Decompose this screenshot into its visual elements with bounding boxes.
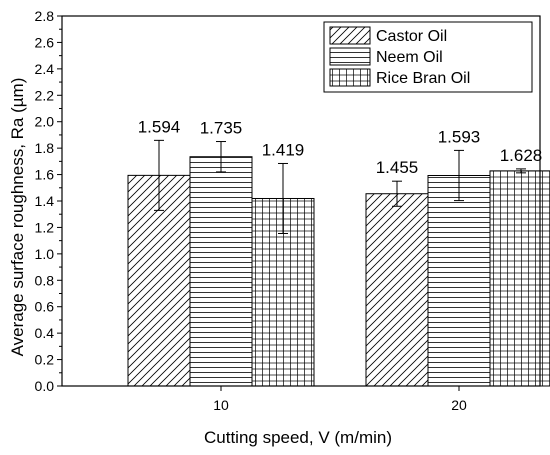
legend-label: Castor Oil (376, 28, 447, 45)
data-label: 1.735 (200, 119, 243, 138)
bar (427, 174, 491, 387)
y-tick-label: 1.2 (35, 219, 55, 235)
y-tick-label: 1.6 (35, 167, 55, 183)
legend-label: Neem Oil (376, 49, 443, 66)
y-tick-label: 2.6 (35, 34, 55, 50)
legend: Castor Oil Neem Oil Rice Bran Oil (323, 21, 533, 93)
y-tick-label: 0.2 (35, 352, 55, 368)
data-label: 1.419 (262, 140, 305, 159)
bar (489, 170, 550, 387)
y-tick-label: 2.0 (35, 114, 55, 130)
data-label: 1.594 (138, 117, 181, 136)
x-tick-label: 10 (213, 397, 229, 413)
y-tick-label: 2.4 (35, 61, 55, 77)
bar (365, 193, 429, 387)
y-tick-label: 0.0 (35, 378, 55, 394)
y-tick-label: 1.8 (35, 140, 55, 156)
y-tick-label: 1.0 (35, 246, 55, 262)
legend-swatch (329, 68, 371, 87)
data-label: 1.593 (438, 127, 481, 146)
bar (189, 156, 253, 387)
x-tick-label: 20 (451, 397, 467, 413)
legend-label: Rice Bran Oil (376, 70, 470, 87)
bars-layer (127, 139, 550, 387)
y-tick-label: 2.2 (35, 87, 55, 103)
y-tick-label: 0.6 (35, 299, 55, 315)
y-tick-label: 0.4 (35, 325, 55, 341)
y-tick-label: 0.8 (35, 272, 55, 288)
y-tick-label: 2.8 (35, 8, 55, 24)
legend-swatch (329, 47, 371, 66)
y-axis-title: Average surface roughness, Ra (µm) (8, 78, 27, 357)
y-tick-label: 1.4 (35, 193, 55, 209)
data-label: 1.628 (500, 146, 543, 165)
axes-layer: 0.0 0.2 0.4 0.6 0.8 1.0 1.2 1.4 1.6 1.8 2.0 2.2 2.4 2… (35, 8, 541, 413)
labels-layer: 1.594 1.455 1.735 1.593 1.419 1.628 (138, 117, 543, 177)
legend-swatch (329, 26, 371, 45)
data-label: 1.455 (376, 158, 419, 177)
x-axis-title: Cutting speed, V (m/min) (204, 428, 392, 447)
